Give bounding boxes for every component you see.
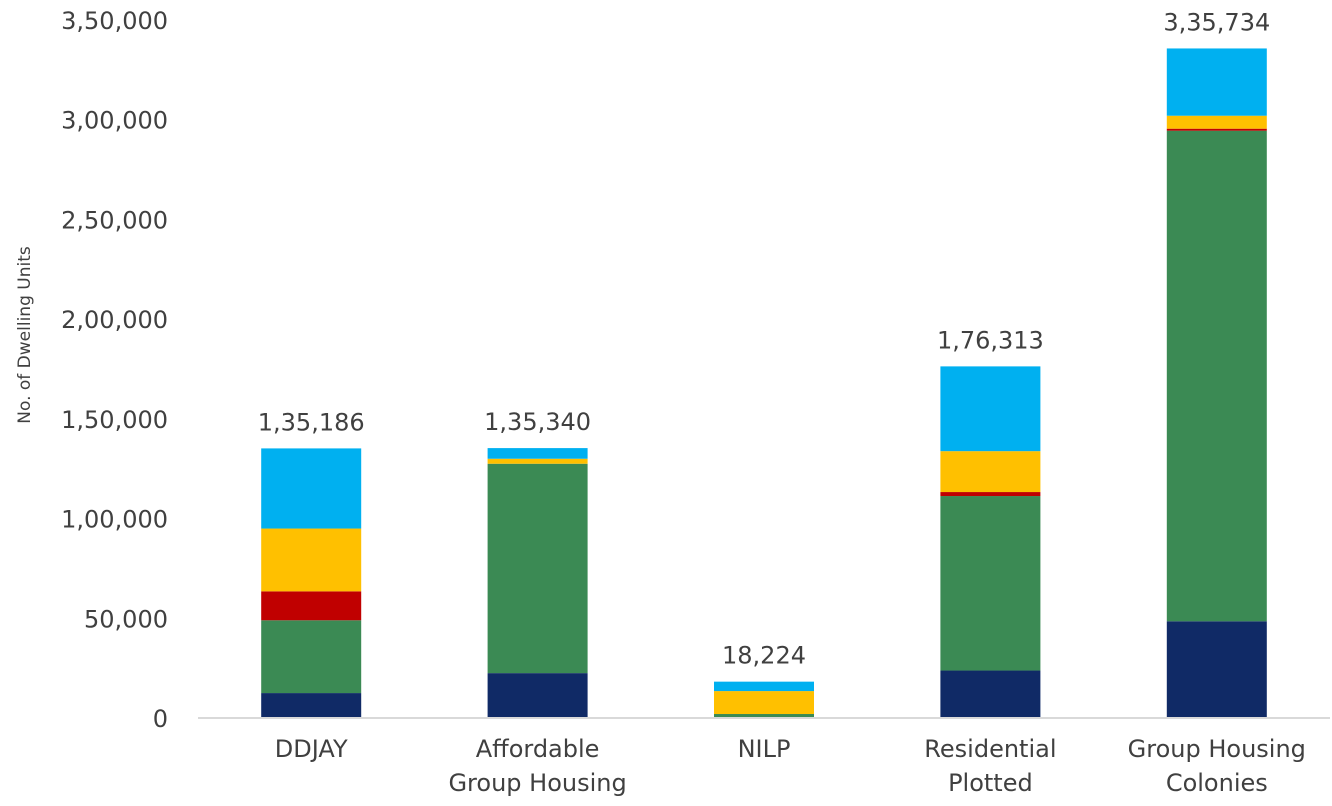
bar-segment bbox=[261, 528, 362, 592]
bar-segment bbox=[1166, 621, 1267, 718]
total-label: 3,35,734 bbox=[1163, 8, 1270, 36]
x-tick-label: Group Housing bbox=[448, 769, 626, 797]
bar-segment bbox=[261, 620, 362, 694]
bar-segment bbox=[487, 448, 588, 459]
bar-segment bbox=[940, 366, 1041, 452]
bar-segment bbox=[714, 691, 814, 715]
bar-segment bbox=[261, 693, 362, 718]
y-axis-label: No. of Dwelling Units bbox=[15, 246, 35, 424]
bar-segment bbox=[940, 451, 1041, 493]
bar-segment bbox=[487, 673, 588, 718]
y-tick-label: 3,50,000 bbox=[61, 7, 168, 35]
bar-segment bbox=[1166, 115, 1267, 129]
x-tick-label: NILP bbox=[738, 735, 791, 763]
bar-segment bbox=[1166, 128, 1267, 131]
y-tick-label: 0 bbox=[153, 705, 168, 733]
x-tick-label: DDJAY bbox=[275, 735, 348, 763]
bar-segment bbox=[940, 496, 1041, 671]
bar-segment bbox=[714, 681, 814, 692]
bar-segment bbox=[487, 463, 588, 674]
x-tick-label: Group Housing bbox=[1128, 735, 1306, 763]
bar-segment bbox=[714, 714, 814, 718]
x-tick-label: Plotted bbox=[948, 769, 1033, 797]
total-label: 1,76,313 bbox=[937, 326, 1044, 354]
y-tick-label: 50,000 bbox=[84, 605, 168, 633]
x-tick-label: Colonies bbox=[1166, 769, 1268, 797]
bar-segment bbox=[1166, 48, 1267, 116]
y-tick-label: 1,50,000 bbox=[61, 406, 168, 434]
bar-segment bbox=[261, 591, 362, 621]
y-tick-label: 2,00,000 bbox=[61, 306, 168, 334]
y-axis-ticks: 0 50,000 1,00,000 1,50,000 2,00,000 2,50,000 3… bbox=[61, 7, 168, 733]
x-axis-ticks: DDJAY Affordable Group Housing NILP Resident… bbox=[275, 735, 1306, 797]
y-tick-label: 3,00,000 bbox=[61, 107, 168, 135]
total-labels: 1,35,186 1,35,340 18,224 1,76,313 3,35,734 bbox=[258, 8, 1270, 669]
total-label: 1,35,340 bbox=[484, 408, 591, 436]
x-tick-label: Residential bbox=[924, 735, 1056, 763]
bars bbox=[261, 48, 1267, 718]
total-label: 18,224 bbox=[722, 642, 806, 670]
y-tick-label: 1,00,000 bbox=[61, 506, 168, 534]
total-label: 1,35,186 bbox=[258, 408, 365, 436]
x-tick-label: Affordable bbox=[476, 735, 600, 763]
bar-segment bbox=[1166, 130, 1267, 622]
bar-segment bbox=[261, 448, 362, 529]
bar-segment bbox=[940, 670, 1041, 718]
bar-segment bbox=[940, 492, 1041, 497]
y-tick-label: 2,50,000 bbox=[61, 206, 168, 234]
bar-segment bbox=[487, 458, 588, 464]
